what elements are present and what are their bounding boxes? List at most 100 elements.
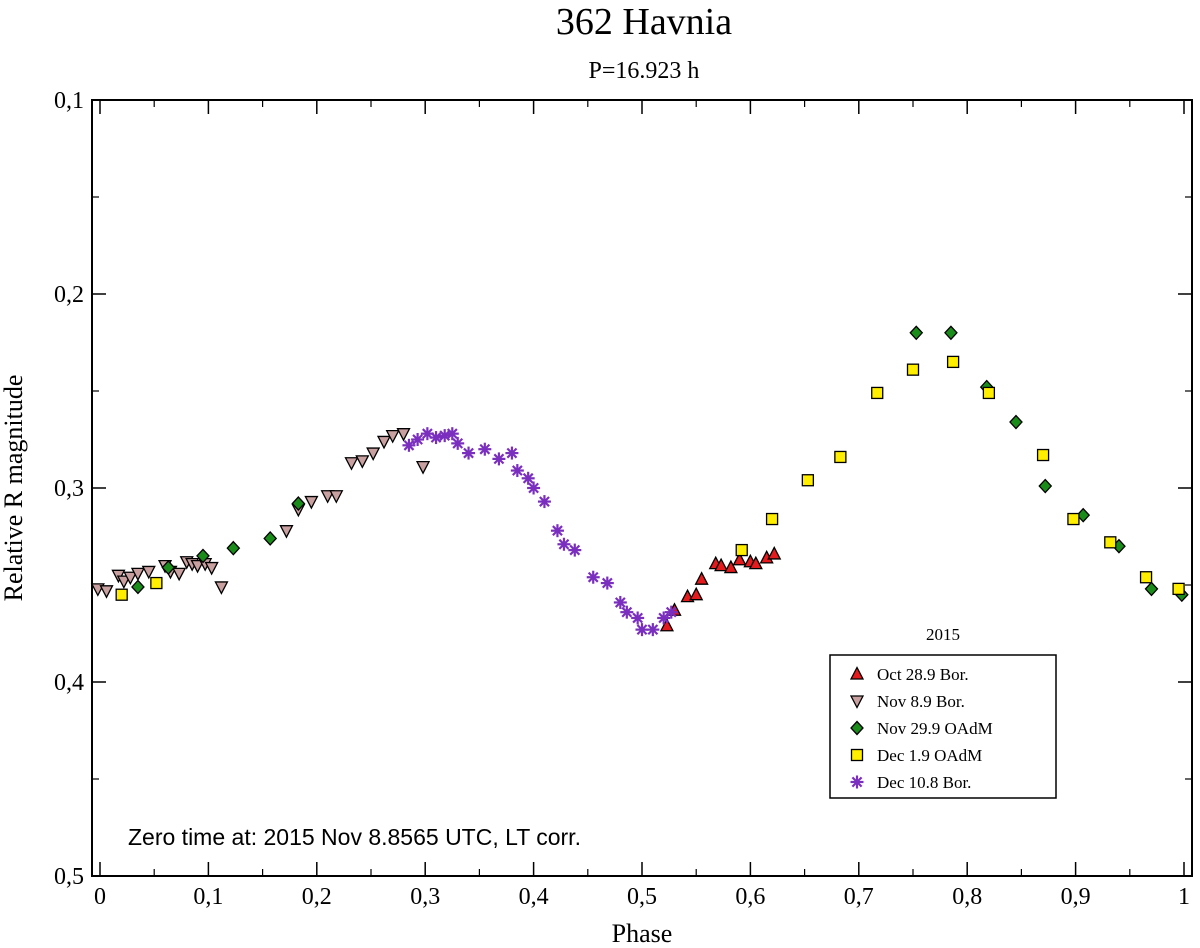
point-dec-10-8-bor xyxy=(635,623,649,637)
point-nov-8-9-bor xyxy=(99,585,114,599)
point-nov-8-9-bor xyxy=(190,559,205,574)
point-dec-1-9-oadm xyxy=(1036,448,1050,462)
point-nov-29-9-oadm xyxy=(1009,414,1023,430)
point-nov-8-9-bor xyxy=(320,490,335,504)
point-dec-1-9-oadm xyxy=(801,474,815,487)
x-tick-label: 0,3 xyxy=(410,884,440,910)
point-dec-1-9-oadm xyxy=(765,512,779,526)
point-nov-29-9-oadm xyxy=(909,325,924,341)
legend-label-nov-8-9-bor: Nov 8.9 Bor. xyxy=(877,692,965,711)
point-nov-29-9-oadm xyxy=(196,548,210,564)
point-dec-1-9-oadm xyxy=(871,386,884,400)
point-dec-1-9-oadm xyxy=(1067,512,1080,526)
point-dec-10-8-bor xyxy=(586,570,600,584)
point-nov-8-9-bor xyxy=(385,429,400,444)
chart-subtitle: P=16.923 h xyxy=(589,58,700,84)
point-dec-10-8-bor xyxy=(631,611,645,625)
point-nov-8-9-bor xyxy=(355,455,370,469)
legend-label-dec-10-8-bor: Dec 10.8 Bor. xyxy=(877,773,971,792)
legend-marker-nov-29-9-oadm xyxy=(850,720,864,736)
point-dec-10-8-bor xyxy=(646,623,660,637)
point-dec-10-8-bor xyxy=(657,611,671,625)
point-dec-1-9-oadm xyxy=(1172,582,1185,596)
point-dec-10-8-bor xyxy=(521,471,535,485)
point-dec-1-9-oadm xyxy=(982,386,996,400)
chart-title: 362 Havnia xyxy=(556,1,732,43)
point-dec-10-8-bor xyxy=(613,595,627,609)
legend-label-oct-28-9-bor: Oct 28.9 Bor. xyxy=(877,665,969,684)
point-nov-29-9-oadm xyxy=(263,530,278,546)
point-nov-29-9-oadm xyxy=(161,560,176,575)
point-nov-8-9-bor xyxy=(366,447,381,461)
point-nov-29-9-oadm xyxy=(944,325,958,341)
y-tick-label: 0,3 xyxy=(54,476,84,502)
point-nov-29-9-oadm xyxy=(131,579,145,595)
point-dec-10-8-bor xyxy=(429,431,443,445)
point-nov-8-9-bor xyxy=(376,435,392,450)
point-dec-10-8-bor xyxy=(505,446,519,460)
legend-marker-dec-10-8-bor xyxy=(850,775,864,789)
point-nov-8-9-bor xyxy=(396,428,411,442)
y-axis-label: Relative R magnitude xyxy=(0,375,28,602)
point-nov-8-9-bor xyxy=(344,457,359,471)
data-points xyxy=(90,325,1189,637)
point-dec-10-8-bor xyxy=(550,524,564,538)
point-dec-10-8-bor xyxy=(527,481,541,495)
x-tick-label: 0,1 xyxy=(193,884,223,910)
point-oct-28-9-bor xyxy=(694,571,709,585)
point-nov-29-9-oadm xyxy=(1038,478,1053,494)
point-oct-28-9-bor xyxy=(748,555,763,570)
point-nov-8-9-bor xyxy=(116,575,131,590)
point-dec-1-9-oadm xyxy=(1104,536,1117,549)
y-tick-label: 0,2 xyxy=(54,282,84,308)
legend-marker-oct-28-9-bor xyxy=(849,666,865,680)
y-tick-label: 0,1 xyxy=(54,88,84,114)
point-nov-8-9-bor xyxy=(329,490,344,504)
legend-label-dec-1-9-oadm: Dec 1.9 OAdM xyxy=(877,746,982,765)
point-nov-8-9-bor xyxy=(279,525,294,539)
point-oct-28-9-bor xyxy=(714,557,729,572)
x-tick-label: 0 xyxy=(94,884,106,910)
point-dec-10-8-bor xyxy=(478,442,492,456)
legend-label-nov-29-9-oadm: Nov 29.9 OAdM xyxy=(877,719,993,738)
x-tick-label: 0,7 xyxy=(844,884,874,910)
point-dec-10-8-bor xyxy=(537,495,551,509)
point-dec-10-8-bor xyxy=(445,427,459,441)
point-dec-1-9-oadm xyxy=(906,363,920,376)
point-nov-8-9-bor xyxy=(130,567,146,582)
point-dec-10-8-bor xyxy=(492,452,506,466)
x-tick-label: 0,5 xyxy=(627,884,657,910)
x-tick-label: 0,2 xyxy=(302,884,332,910)
point-oct-28-9-bor xyxy=(732,551,747,566)
point-nov-8-9-bor xyxy=(415,461,431,475)
x-axis: 0 0,1 0,2 0,3 0,4 0,5 0,6 0,7 0,8 0,9 1 xyxy=(94,100,1190,910)
legend-title: 2015 xyxy=(926,625,960,644)
point-nov-8-9-bor xyxy=(304,495,319,510)
point-oct-28-9-bor xyxy=(689,586,704,601)
point-nov-29-9-oadm xyxy=(1144,581,1159,597)
point-dec-1-9-oadm xyxy=(115,588,128,601)
point-dec-1-9-oadm xyxy=(735,543,748,557)
x-tick-label: 0,9 xyxy=(1061,884,1091,910)
x-tick-label: 0,8 xyxy=(952,884,982,910)
point-dec-10-8-bor xyxy=(600,576,614,590)
x-axis-label: Phase xyxy=(612,919,673,948)
point-dec-10-8-bor xyxy=(620,605,634,619)
legend-marker-dec-1-9-oadm xyxy=(850,748,864,762)
point-dec-10-8-bor xyxy=(451,436,465,450)
point-nov-8-9-bor xyxy=(141,565,156,580)
point-oct-28-9-bor xyxy=(767,546,782,560)
point-dec-10-8-bor xyxy=(557,537,571,551)
point-dec-1-9-oadm xyxy=(946,355,960,369)
y-tick-label: 0,4 xyxy=(54,670,84,696)
legend xyxy=(829,654,1057,799)
point-dec-1-9-oadm xyxy=(1139,571,1153,584)
point-dec-10-8-bor xyxy=(462,446,476,460)
y-tick-label: 0,5 xyxy=(54,864,84,890)
point-dec-10-8-bor xyxy=(402,438,416,452)
point-nov-8-9-bor xyxy=(204,561,219,576)
point-dec-10-8-bor xyxy=(568,543,582,557)
point-nov-8-9-bor xyxy=(214,581,229,595)
point-dec-10-8-bor xyxy=(664,605,678,619)
